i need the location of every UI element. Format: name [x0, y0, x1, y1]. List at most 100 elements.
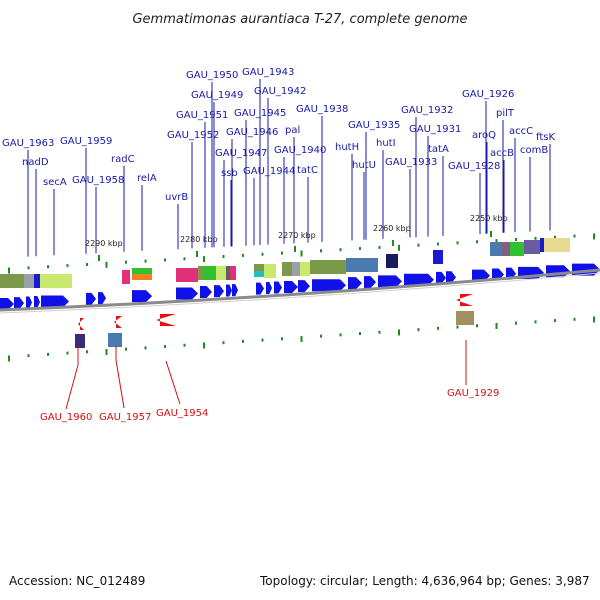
gene-label: hutU — [352, 160, 376, 171]
tick-mark — [320, 249, 322, 253]
cog-block — [386, 254, 398, 268]
forward-gene-arrow — [34, 295, 40, 308]
forward-gene-arrow — [274, 281, 282, 294]
gene-label: GAU_1946 — [226, 127, 278, 138]
forward-gene-arrow — [232, 284, 238, 297]
kbp-label: 2270 kbp — [278, 231, 316, 240]
cog-block — [226, 266, 230, 280]
cog-block — [264, 264, 276, 278]
cog-block — [300, 262, 310, 276]
tick-mark — [66, 351, 69, 355]
gene-label: uvrB — [165, 192, 188, 203]
cog-block — [40, 274, 72, 288]
gene-label: nadD — [22, 157, 49, 168]
tick-mark — [339, 333, 342, 337]
forward-gene-arrow — [26, 296, 32, 309]
gene-label: GAU_1950 — [186, 70, 238, 81]
gene-label: tatC — [297, 165, 318, 176]
tick-mark — [437, 242, 439, 246]
tick-mark — [300, 335, 303, 342]
tick-mark — [164, 345, 166, 349]
forward-gene-arrow — [98, 292, 106, 305]
gene-label: GAU_1931 — [409, 124, 461, 135]
gene-label: GAU_1926 — [462, 89, 514, 100]
cog-block — [108, 333, 122, 347]
tick-mark — [320, 334, 322, 338]
gene-label: GAU_1942 — [254, 86, 306, 97]
tick-mark — [417, 243, 420, 247]
forward-gene-arrow — [378, 275, 402, 288]
forward-gene-arrow — [132, 290, 152, 303]
tick-mark — [300, 250, 303, 257]
tick-mark — [281, 337, 283, 341]
forward-gene-arrow — [256, 282, 264, 295]
gene-label: GAU_1963 — [2, 138, 54, 149]
tick-mark — [554, 319, 556, 323]
tick-mark — [27, 354, 30, 358]
forward-gene-arrow — [436, 271, 446, 284]
cog-block — [198, 266, 204, 280]
cog-block — [524, 240, 540, 254]
gene-labels: GAU_1963 nadD secA GAU_1959 GAU_1958 radCrelA… — [2, 67, 555, 203]
cog-block — [24, 274, 34, 288]
gene-label: GAU_1928 — [448, 161, 500, 172]
cog-block — [216, 266, 226, 280]
tick-mark — [242, 253, 244, 257]
gene-label-reverse: GAU_1954 — [156, 408, 208, 419]
gene-label: GAU_1958 — [72, 175, 124, 186]
tick-mark — [534, 236, 537, 240]
gene-label: GAU_1938 — [296, 104, 348, 115]
gene-label: accC — [509, 126, 533, 137]
genome-backbone — [0, 268, 600, 312]
cog-block — [132, 268, 152, 274]
genome-summary-text: Topology: circular; Length: 4,636,964 bp… — [260, 574, 590, 588]
tick-mark — [8, 267, 10, 274]
gene-label: hutH — [335, 142, 359, 153]
tick-mark — [593, 233, 595, 240]
tick-mark — [456, 325, 459, 329]
kbp-label: 2250 kbp — [470, 214, 508, 223]
forward-gene-arrow — [266, 282, 272, 295]
tick-mark — [573, 234, 576, 238]
tick-mark — [339, 248, 342, 252]
gene-label: comB — [520, 145, 548, 156]
cog-block — [310, 260, 346, 274]
reverse-cog-band — [75, 311, 474, 348]
reverse-gene-labels: GAU_1960 GAU_1957 GAU_1954 GAU_1929 — [40, 388, 499, 423]
tick-mark — [437, 326, 439, 330]
kbp-tick — [196, 251, 198, 257]
tick-mark — [476, 240, 478, 244]
tick-mark — [222, 341, 225, 345]
cog-block — [490, 242, 502, 256]
cog-block — [456, 311, 474, 325]
tick-mark — [8, 355, 10, 362]
label-leader-lines — [27, 79, 551, 257]
tick-mark — [144, 259, 147, 263]
forward-gene-arrow — [226, 284, 232, 297]
tick-mark — [86, 350, 88, 354]
tick-mark — [183, 257, 186, 261]
gene-label: pal — [285, 125, 300, 136]
reverse-gene-arrow — [114, 316, 122, 328]
gene-label: hutI — [376, 138, 396, 149]
gene-label: GAU_1944 — [243, 166, 295, 177]
tick-mark — [359, 247, 361, 251]
reverse-gene-arrow — [156, 314, 176, 326]
kbp-label: 2290 kbp — [85, 239, 123, 248]
tick-mark — [456, 241, 459, 245]
gene-label: GAU_1935 — [348, 120, 400, 131]
tick-mark — [378, 330, 381, 334]
cog-block — [204, 266, 216, 280]
kbp-tick — [490, 231, 492, 237]
cog-block — [122, 270, 130, 284]
tick-row-lower — [8, 316, 595, 362]
tick-mark — [164, 258, 166, 262]
cog-block — [132, 274, 152, 280]
tick-mark — [183, 343, 186, 347]
forward-gene-arrow — [312, 279, 346, 292]
gene-label: tatA — [428, 144, 449, 155]
forward-gene-arrow — [200, 286, 212, 298]
kbp-tick — [98, 255, 100, 261]
forward-gene-arrow — [446, 271, 456, 284]
